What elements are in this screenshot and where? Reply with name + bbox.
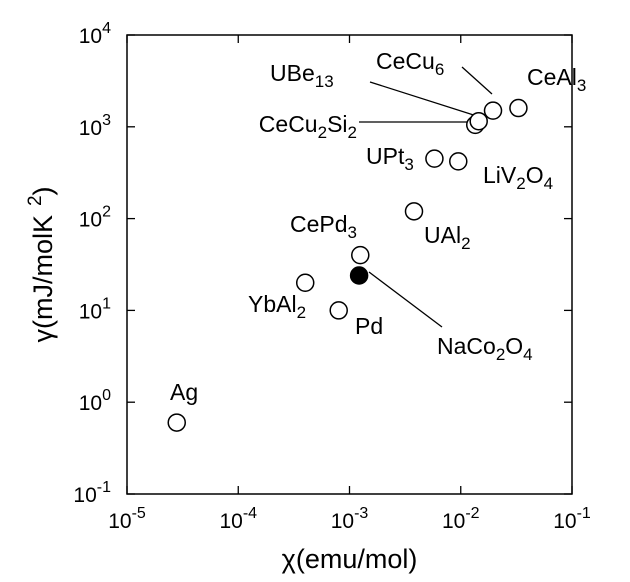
- x-tick-label: 10-2: [442, 505, 480, 533]
- point-label-cecu6: CeCu6: [376, 48, 444, 79]
- point-label-ceal3: CeAl3: [527, 64, 586, 95]
- point-labels: Ag YbAl2 Pd CePd3 NaCo2O4 UAl2 UPt3 LiV2O4 CeCu2…: [170, 48, 586, 405]
- point-label-naco2o4: NaCo2O4: [437, 333, 533, 364]
- leader-line-ube13: [369, 81, 484, 119]
- x-tick-label: 10-4: [219, 505, 257, 533]
- point-label-upt3: UPt3: [366, 143, 414, 174]
- y-tick-label: 103: [79, 112, 111, 140]
- point-label-cecu2si2: CeCu2Si2: [259, 111, 357, 142]
- data-point-ybal2: [295, 273, 315, 293]
- y-axis-title: γ(mJ/molK2): [25, 186, 58, 342]
- y-tick-label: 10-1: [73, 479, 111, 507]
- y-tick-label: 102: [79, 204, 111, 232]
- y-tick-label: 104: [79, 20, 111, 48]
- x-tick-label: 10-1: [553, 505, 591, 533]
- x-tick-label: 10-5: [108, 505, 146, 533]
- point-label-ube13: UBe13: [270, 60, 334, 91]
- data-point-cecu6: [483, 101, 503, 120]
- x-axis-title: χ(emu/mol): [282, 544, 418, 574]
- data-point-pd: [329, 301, 348, 320]
- x-tick-label: 10-3: [331, 505, 369, 533]
- data-points: [167, 98, 528, 432]
- data-point-ag: [167, 413, 186, 432]
- leader-line-naco2o4: [368, 271, 443, 328]
- data-point-naco2o4: [349, 266, 369, 285]
- point-label-cepd3: CePd3: [290, 211, 357, 242]
- y-tick-label: 101: [79, 295, 111, 323]
- axis-ticks: 10-5 10-4 10-3 10-2 10-1 10-1 100 101 102 103 104: [73, 20, 590, 533]
- point-label-liv2o4: LiV2O4: [483, 162, 553, 193]
- data-point-cepd3: [351, 245, 370, 265]
- y-tick-label: 100: [79, 387, 111, 415]
- point-label-pd: Pd: [355, 313, 383, 339]
- leader-lines: [359, 66, 493, 328]
- point-label-ybal2: YbAl2: [248, 291, 306, 322]
- data-point-liv2o4: [449, 152, 468, 171]
- data-point-upt3: [425, 149, 444, 168]
- data-point-ceal3: [509, 98, 528, 118]
- data-point-ube13: [469, 111, 488, 131]
- point-label-ag: Ag: [170, 379, 198, 405]
- data-point-ual2: [404, 202, 424, 221]
- leader-line-cecu6: [461, 66, 493, 95]
- plot-frame: [126, 34, 573, 495]
- point-label-ual2: UAl2: [424, 222, 471, 253]
